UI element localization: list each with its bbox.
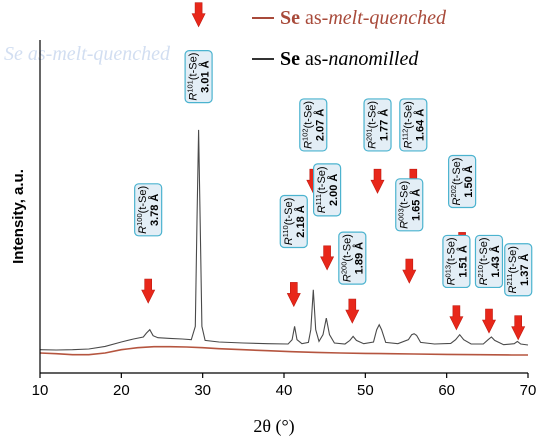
annotation-d-spacing: 1.51 Å — [456, 245, 469, 277]
annotation-reflection: R102(t-Se) — [300, 101, 314, 149]
annotation-r200: R200(t-Se) 1.89 Å — [338, 231, 367, 324]
annotation-d-spacing: 1.37 Å — [518, 254, 531, 286]
peak-arrow — [191, 2, 206, 28]
legend-label: Se as-melt-quenched — [280, 7, 447, 29]
x-tick-label: 40 — [276, 382, 293, 399]
legend: Se as-melt-quenched Se as-nanomilled — [252, 7, 447, 70]
ghost-legend-text: Se as-melt-quenched — [4, 43, 171, 65]
annotation-reflection: R210(t-Se) — [476, 237, 490, 285]
annotation-r110: R110(t-Se) 2.18 Å — [279, 194, 308, 308]
annotation-r003: R003(t-Se) 1.65 Å — [395, 178, 424, 284]
annotation-box — [363, 98, 392, 152]
series-line-melt-quenched — [39, 345, 528, 356]
annotation-box — [399, 98, 428, 152]
annotation-r101: R101(t-Se) 3.01 Å — [184, 2, 213, 104]
annotations-layer: R100(t-Se) 3.78 Å R101(t-Se) 3.01 Å R110(t-S… — [134, 2, 533, 341]
annotation-box — [184, 50, 213, 104]
peak-arrow — [320, 245, 335, 271]
annotation-d-spacing: 3.78 Å — [148, 194, 161, 226]
annotation-box — [338, 231, 367, 285]
annotation-box — [279, 194, 308, 249]
x-axis-title: 2θ (°) — [253, 416, 294, 437]
x-tick-label: 10 — [32, 382, 49, 399]
annotation-box — [448, 154, 477, 209]
x-tick-label: 30 — [194, 382, 211, 399]
annotation-d-spacing: 1.65 Å — [409, 189, 422, 221]
peak-arrow — [511, 315, 526, 341]
annotation-reflection: R201(t-Se) — [365, 101, 379, 149]
annotation-r111: R111(t-Se) 2.00 Å — [313, 163, 342, 271]
peak-arrow — [482, 308, 496, 334]
annotation-r112: R112(t-Se) 1.64 Å — [399, 98, 428, 194]
annotation-d-spacing: 2.00 Å — [327, 174, 340, 206]
annotation-reflection: R003(t-Se) — [396, 181, 410, 229]
annotation-d-spacing: 1.43 Å — [489, 245, 502, 277]
annotation-reflection: R202(t-Se) — [449, 158, 463, 206]
annotation-r013: R013(t-Se) 1.51 Å — [442, 234, 471, 331]
peak-arrow — [141, 278, 156, 304]
annotation-r201: R201(t-Se) 1.77 Å — [363, 98, 392, 194]
annotation-box — [299, 98, 328, 152]
curves-layer — [39, 129, 529, 356]
annotation-reflection: R110(t-Se) — [281, 198, 295, 245]
peak-arrow — [286, 282, 301, 308]
annotation-r210: R210(t-Se) 1.43 Å — [474, 234, 504, 334]
annotation-reflection: R100(t-Se) — [135, 186, 149, 234]
x-tick-label: 50 — [357, 382, 374, 399]
series-line-nanomilled — [39, 129, 529, 351]
annotation-r211: R211(t-Se) 1.37 Å — [504, 243, 533, 341]
x-tick-label: 70 — [520, 382, 537, 399]
peak-arrow — [370, 168, 385, 194]
annotation-reflection: R013(t-Se) — [443, 237, 457, 285]
annotation-d-spacing: 2.18 Å — [294, 205, 307, 237]
annotation-d-spacing: 1.64 Å — [413, 109, 426, 141]
annotation-d-spacing: 3.01 Å — [199, 60, 212, 92]
annotation-box — [395, 178, 424, 232]
annotation-box — [474, 234, 504, 289]
annotation-box — [442, 234, 471, 289]
annotation-reflection: R211(t-Se) — [505, 246, 519, 293]
annotation-d-spacing: 1.77 Å — [378, 109, 391, 141]
annotation-r100: R100(t-Se) 3.78 Å — [134, 183, 163, 304]
y-axis-title: Intensity, a.u. — [10, 169, 27, 264]
legend-label: Se as-nanomilled — [280, 48, 419, 70]
annotation-reflection: R101(t-Se) — [186, 53, 200, 101]
axes-layer: 10 20 30 40 50 60 70 — [32, 40, 537, 399]
annotation-box — [134, 183, 163, 237]
x-tick-label: 60 — [438, 382, 455, 399]
annotation-d-spacing: 1.50 Å — [462, 165, 475, 197]
x-tick-label: 20 — [113, 382, 130, 399]
annotation-reflection: R111(t-Se) — [314, 166, 328, 213]
annotation-box — [313, 163, 342, 217]
legend-item-nanomilled: Se as-nanomilled — [252, 48, 419, 70]
peak-arrow — [345, 298, 360, 324]
annotation-reflection: R112(t-Se) — [400, 101, 414, 148]
legend-item-melt-quenched: Se as-melt-quenched — [252, 7, 447, 29]
annotation-box — [504, 243, 533, 297]
annotation-d-spacing: 1.89 Å — [352, 242, 365, 274]
annotation-d-spacing: 2.07 Å — [313, 109, 326, 141]
peak-arrow — [402, 258, 417, 284]
annotation-reflection: R200(t-Se) — [339, 234, 353, 282]
peak-arrow — [449, 305, 464, 331]
